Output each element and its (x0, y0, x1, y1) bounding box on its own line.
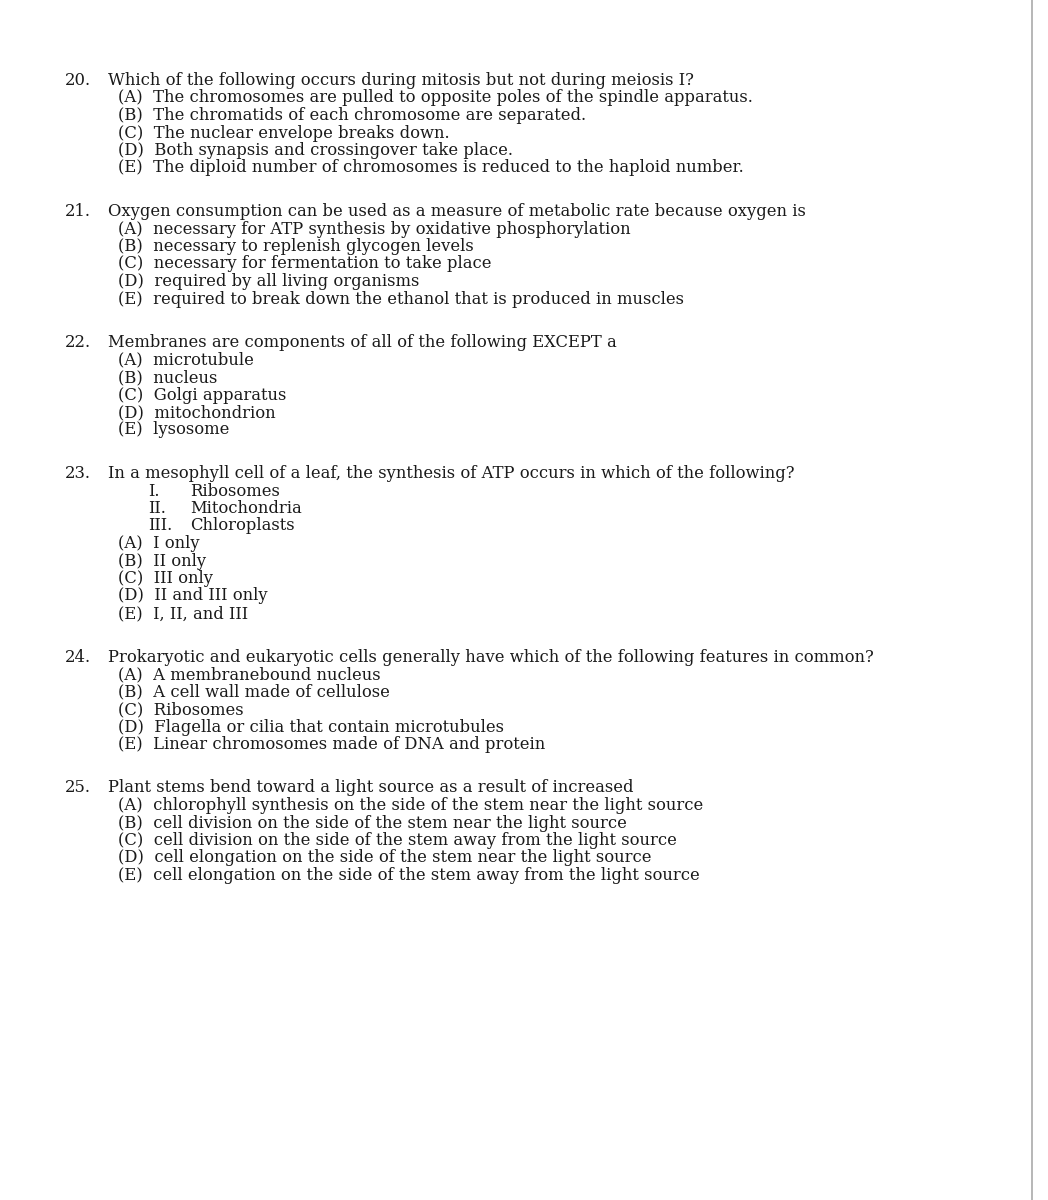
Text: (D)  Both synapsis and crossingover take place.: (D) Both synapsis and crossingover take … (118, 142, 514, 158)
Text: (C)  III only: (C) III only (118, 570, 213, 587)
Text: (A)  I only: (A) I only (118, 535, 199, 552)
Text: (C)  necessary for fermentation to take place: (C) necessary for fermentation to take p… (118, 256, 492, 272)
Text: (D)  mitochondrion: (D) mitochondrion (118, 404, 276, 421)
Text: III.: III. (148, 517, 172, 534)
Text: (C)  Ribosomes: (C) Ribosomes (118, 701, 243, 718)
Text: (D)  II and III only: (D) II and III only (118, 588, 267, 605)
Text: (E)  Linear chromosomes made of DNA and protein: (E) Linear chromosomes made of DNA and p… (118, 736, 545, 754)
Text: Plant stems bend toward a light source as a result of increased: Plant stems bend toward a light source a… (108, 780, 633, 797)
Text: Oxygen consumption can be used as a measure of metabolic rate because oxygen is: Oxygen consumption can be used as a meas… (108, 203, 806, 220)
Text: (D)  cell elongation on the side of the stem near the light source: (D) cell elongation on the side of the s… (118, 850, 652, 866)
Text: I.: I. (148, 482, 159, 499)
Text: Mitochondria: Mitochondria (190, 500, 302, 517)
Text: (B)  A cell wall made of cellulose: (B) A cell wall made of cellulose (118, 684, 390, 701)
Text: (C)  Golgi apparatus: (C) Golgi apparatus (118, 386, 286, 403)
Text: 22.: 22. (65, 334, 91, 350)
Text: Prokaryotic and eukaryotic cells generally have which of the following features : Prokaryotic and eukaryotic cells general… (108, 648, 874, 666)
Text: (C)  The nuclear envelope breaks down.: (C) The nuclear envelope breaks down. (118, 125, 450, 142)
Text: (A)  The chromosomes are pulled to opposite poles of the spindle apparatus.: (A) The chromosomes are pulled to opposi… (118, 90, 752, 107)
Text: 25.: 25. (65, 780, 91, 797)
Text: (E)  cell elongation on the side of the stem away from the light source: (E) cell elongation on the side of the s… (118, 866, 700, 884)
Text: (B)  The chromatids of each chromosome are separated.: (B) The chromatids of each chromosome ar… (118, 107, 586, 124)
Text: (E)  I, II, and III: (E) I, II, and III (118, 605, 248, 622)
Text: (E)  required to break down the ethanol that is produced in muscles: (E) required to break down the ethanol t… (118, 290, 684, 307)
Text: (D)  required by all living organisms: (D) required by all living organisms (118, 272, 419, 290)
Text: (A)  A membranebound nucleus: (A) A membranebound nucleus (118, 666, 380, 683)
Text: (E)  lysosome: (E) lysosome (118, 421, 230, 438)
Text: (B)  cell division on the side of the stem near the light source: (B) cell division on the side of the ste… (118, 815, 627, 832)
Text: II.: II. (148, 500, 166, 517)
Text: Which of the following occurs during mitosis but not during meiosis I?: Which of the following occurs during mit… (108, 72, 694, 89)
Text: (A)  microtubule: (A) microtubule (118, 352, 254, 368)
Text: Chloroplasts: Chloroplasts (190, 517, 294, 534)
Text: 24.: 24. (65, 648, 91, 666)
Text: (B)  II only: (B) II only (118, 552, 206, 570)
Text: (A)  chlorophyll synthesis on the side of the stem near the light source: (A) chlorophyll synthesis on the side of… (118, 797, 703, 814)
Text: 20.: 20. (65, 72, 91, 89)
Text: (B)  nucleus: (B) nucleus (118, 370, 217, 386)
Text: (B)  necessary to replenish glycogen levels: (B) necessary to replenish glycogen leve… (118, 238, 474, 254)
Text: Membranes are components of all of the following EXCEPT a: Membranes are components of all of the f… (108, 334, 617, 350)
Text: (A)  necessary for ATP synthesis by oxidative phosphorylation: (A) necessary for ATP synthesis by oxida… (118, 221, 631, 238)
Text: (D)  Flagella or cilia that contain microtubules: (D) Flagella or cilia that contain micro… (118, 719, 504, 736)
Text: (E)  The diploid number of chromosomes is reduced to the haploid number.: (E) The diploid number of chromosomes is… (118, 160, 744, 176)
Text: 21.: 21. (65, 203, 91, 220)
Text: In a mesophyll cell of a leaf, the synthesis of ATP occurs in which of the follo: In a mesophyll cell of a leaf, the synth… (108, 464, 794, 482)
Text: Ribosomes: Ribosomes (190, 482, 280, 499)
Text: 23.: 23. (65, 464, 91, 482)
Text: (C)  cell division on the side of the stem away from the light source: (C) cell division on the side of the ste… (118, 832, 677, 850)
